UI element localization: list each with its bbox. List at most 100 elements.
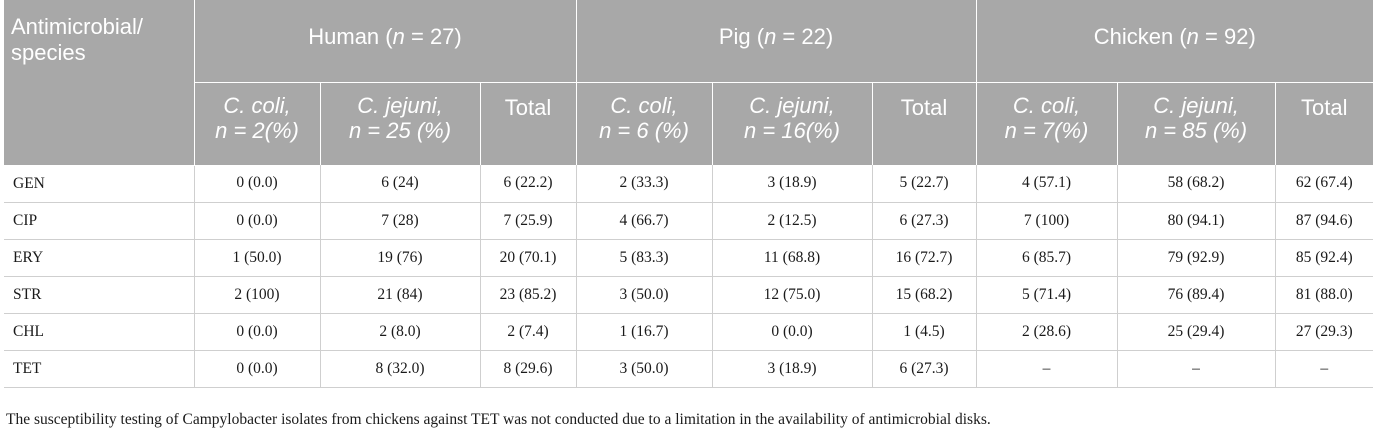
subheader-chicken-c-coli: C. coli, n = 7(%) xyxy=(976,82,1118,165)
table-cell: 19 (76) xyxy=(320,239,481,277)
corner-header: Antimicrobial/species xyxy=(4,0,195,166)
table-cell: 4 (66.7) xyxy=(576,202,713,240)
table-cell: 25 (29.4) xyxy=(1117,313,1276,351)
row-label: STR xyxy=(4,276,195,314)
subheader-line-2: n = 85 (%) xyxy=(1144,118,1248,143)
table-cell: 8 (29.6) xyxy=(480,350,577,388)
group-name: Chicken xyxy=(1093,23,1174,49)
row-label: ERY xyxy=(4,239,195,277)
table-cell: 7 (28) xyxy=(320,202,481,240)
table-cell: 2 (100) xyxy=(194,276,321,314)
table-cell: 3 (50.0) xyxy=(576,350,713,388)
subheader-line-2: n = 25 (%) xyxy=(348,118,452,143)
table-cell: 23 (85.2) xyxy=(480,276,577,314)
table-cell: 2 (12.5) xyxy=(712,202,873,240)
table-cell: 12 (75.0) xyxy=(712,276,873,314)
subheader-line-2: n = 7(%) xyxy=(1004,118,1089,143)
table-cell: 27 (29.3) xyxy=(1275,313,1374,351)
corner-header-line-2: species xyxy=(11,40,86,65)
table-cell: – xyxy=(1117,350,1276,388)
table-cell: 2 (7.4) xyxy=(480,313,577,351)
group-n-label: n xyxy=(1186,23,1199,49)
table-cell: 6 (85.7) xyxy=(976,239,1118,277)
subheader-human-total: Total xyxy=(480,82,577,165)
table-cell: – xyxy=(1275,350,1374,388)
table-cell: 87 (94.6) xyxy=(1275,202,1374,240)
subheader-pig-c-coli: C. coli, n = 6 (%) xyxy=(576,82,713,165)
subheader-line-1: C. jejuni, xyxy=(749,93,835,118)
row-label: CIP xyxy=(4,202,195,240)
table-cell: 7 (100) xyxy=(976,202,1118,240)
row-label: CHL xyxy=(4,313,195,351)
row-label: TET xyxy=(4,350,195,388)
table-cell: 20 (70.1) xyxy=(480,239,577,277)
table-row-ery: ERY 1 (50.0) 19 (76) 20 (70.1) 5 (83.3) … xyxy=(4,239,1374,277)
group-n-value: = 92 xyxy=(1198,23,1249,49)
table-cell: 1 (50.0) xyxy=(194,239,321,277)
group-name: Pig xyxy=(718,23,751,49)
table-cell: 62 (67.4) xyxy=(1275,165,1374,203)
subheader-line-1: C. coli, xyxy=(223,93,291,118)
subheader-human-c-jejuni: C. jejuni, n = 25 (%) xyxy=(320,82,481,165)
table-cell: 8 (32.0) xyxy=(320,350,481,388)
table-cell: 79 (92.9) xyxy=(1117,239,1276,277)
subheader-line-1: C. coli, xyxy=(610,93,678,118)
table-cell: 81 (88.0) xyxy=(1275,276,1374,314)
table-row-tet: TET 0 (0.0) 8 (32.0) 8 (29.6) 3 (50.0) 3… xyxy=(4,350,1374,388)
subheader-line-2: n = 6 (%) xyxy=(599,118,689,143)
table-body: GEN 0 (0.0) 6 (24) 6 (22.2) 2 (33.3) 3 (… xyxy=(4,165,1374,388)
table-cell: 6 (22.2) xyxy=(480,165,577,203)
susceptibility-table: Antimicrobial/species Human (n = 27) Pig… xyxy=(4,0,1374,388)
table-header: Antimicrobial/species Human (n = 27) Pig… xyxy=(4,0,1374,166)
row-label: GEN xyxy=(4,165,195,203)
group-n-label: n xyxy=(392,23,405,49)
table-cell: – xyxy=(976,350,1118,388)
group-header-human: Human (n = 27) xyxy=(194,0,577,83)
group-n-label: n xyxy=(764,23,777,49)
table-cell: 0 (0.0) xyxy=(194,202,321,240)
table-cell: 7 (25.9) xyxy=(480,202,577,240)
table-cell: 6 (24) xyxy=(320,165,481,203)
group-n-value: = 22 xyxy=(776,23,826,49)
subheader-line-1: C. jejuni, xyxy=(357,93,443,118)
subheader-chicken-c-jejuni: C. jejuni, n = 85 (%) xyxy=(1117,82,1276,165)
table-cell: 5 (71.4) xyxy=(976,276,1118,314)
table-cell: 0 (0.0) xyxy=(194,350,321,388)
table-cell: 11 (68.8) xyxy=(712,239,873,277)
table-cell: 80 (94.1) xyxy=(1117,202,1276,240)
subheader-human-c-coli: C. coli, n = 2(%) xyxy=(194,82,321,165)
subheader-pig-total: Total xyxy=(872,82,977,165)
table-cell: 5 (22.7) xyxy=(872,165,977,203)
subheader-line-2: n = 16(%) xyxy=(744,118,840,143)
table-cell: 0 (0.0) xyxy=(712,313,873,351)
group-header-chicken: Chicken (n = 92) xyxy=(976,0,1374,83)
table-cell: 3 (18.9) xyxy=(712,350,873,388)
subheader-line-1: C. jejuni, xyxy=(1153,93,1239,118)
table-cell: 5 (83.3) xyxy=(576,239,713,277)
table-cell: 85 (92.4) xyxy=(1275,239,1374,277)
table-cell: 16 (72.7) xyxy=(872,239,977,277)
table-cell: 2 (33.3) xyxy=(576,165,713,203)
table-row-str: STR 2 (100) 21 (84) 23 (85.2) 3 (50.0) 1… xyxy=(4,276,1374,314)
table-cell: 3 (18.9) xyxy=(712,165,873,203)
table-cell: 76 (89.4) xyxy=(1117,276,1276,314)
table-cell: 21 (84) xyxy=(320,276,481,314)
table-cell: 1 (16.7) xyxy=(576,313,713,351)
group-header-pig: Pig (n = 22) xyxy=(576,0,977,83)
subheader-pig-c-jejuni: C. jejuni, n = 16(%) xyxy=(712,82,873,165)
subheader-line-1: C. coli, xyxy=(1012,93,1081,118)
group-name: Human xyxy=(308,23,380,49)
table-cell: 4 (57.1) xyxy=(976,165,1118,203)
table-cell: 0 (0.0) xyxy=(194,313,321,351)
table-cell: 2 (8.0) xyxy=(320,313,481,351)
table-cell: 0 (0.0) xyxy=(194,165,321,203)
table-cell: 15 (68.2) xyxy=(872,276,977,314)
table-cell: 6 (27.3) xyxy=(872,202,977,240)
table-cell: 6 (27.3) xyxy=(872,350,977,388)
group-n-value: = 27 xyxy=(404,23,455,49)
subheader-line-2: n = 2(%) xyxy=(215,118,299,143)
table-cell: 58 (68.2) xyxy=(1117,165,1276,203)
subheader-chicken-total: Total xyxy=(1275,82,1374,165)
table-footnote: The susceptibility testing of Campylobac… xyxy=(6,411,991,428)
table-cell: 3 (50.0) xyxy=(576,276,713,314)
